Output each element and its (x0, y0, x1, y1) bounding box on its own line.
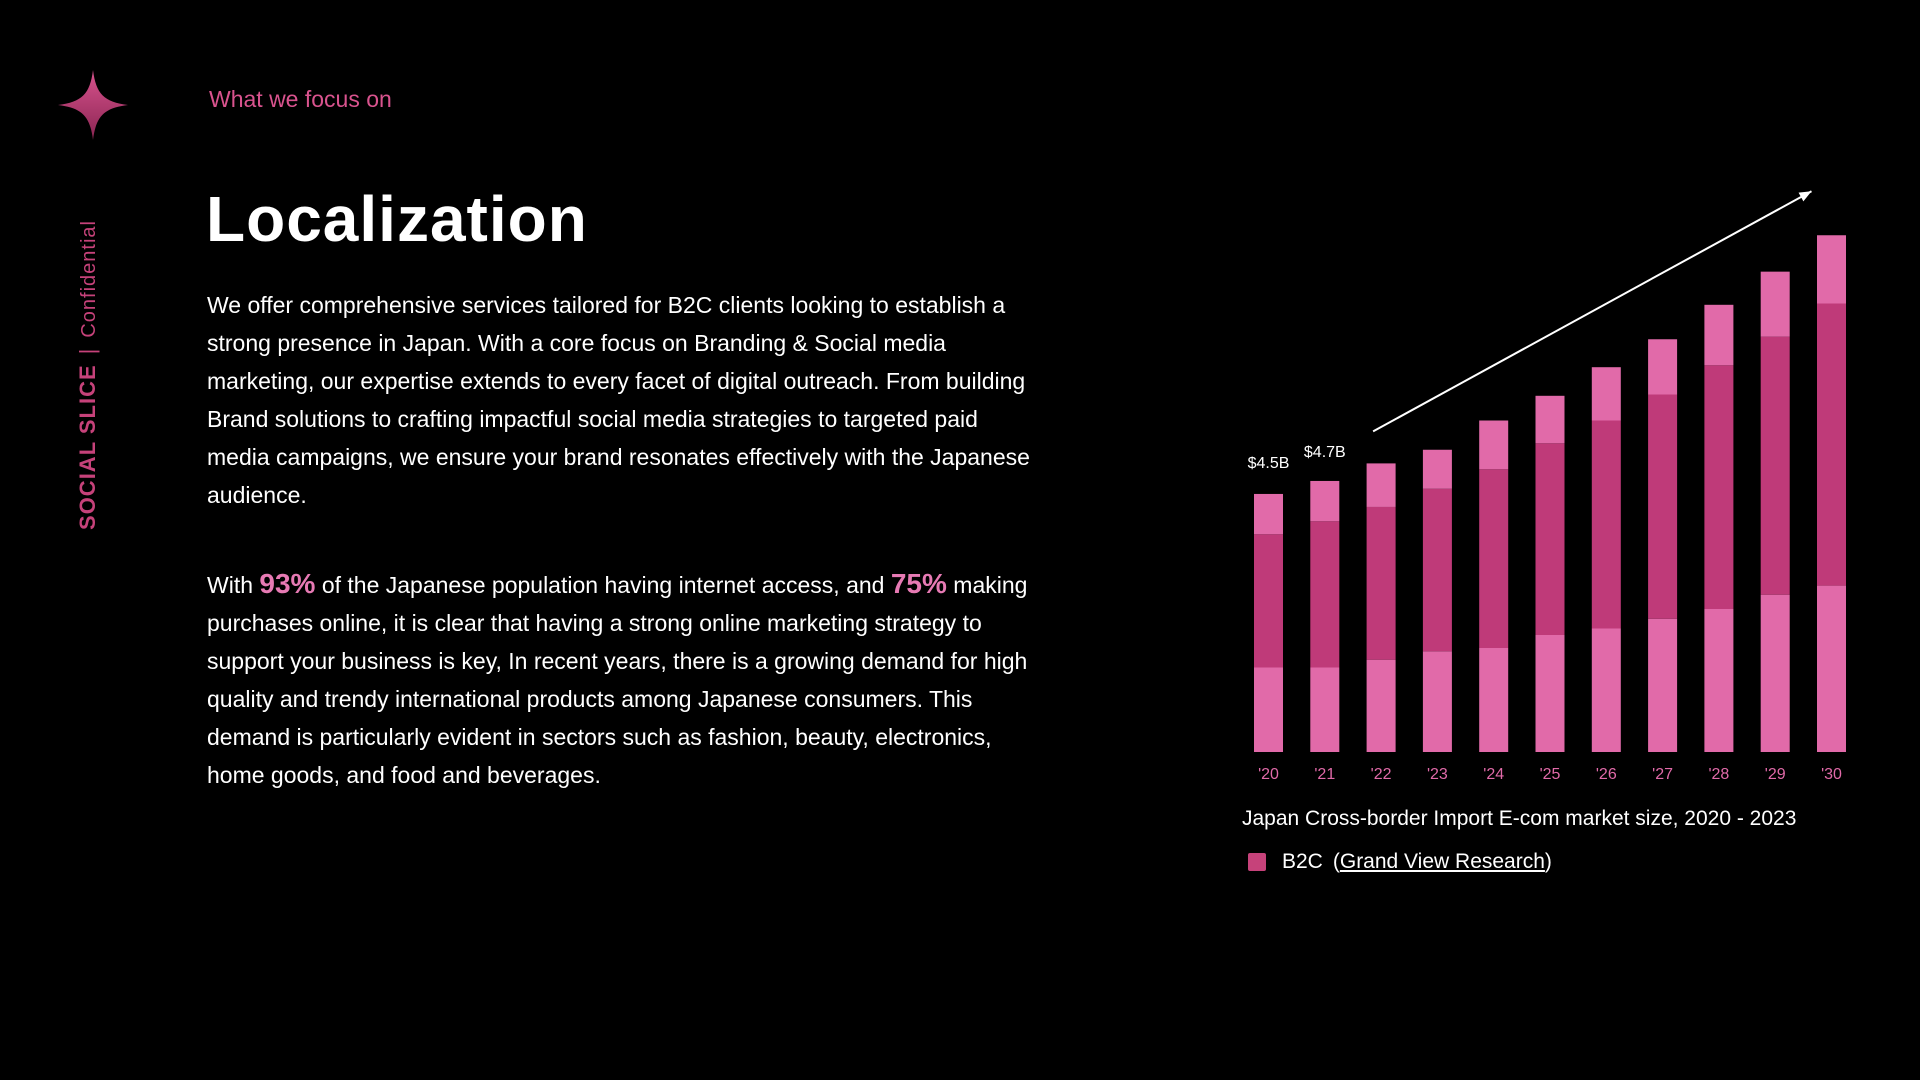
bar-bottom-8 (1704, 609, 1734, 752)
bar-top-1 (1310, 480, 1340, 522)
bar-top-10 (1817, 235, 1846, 304)
bar-top-8 (1704, 304, 1734, 366)
bar-bottom-2 (1366, 659, 1396, 752)
stats-text-post: making purchases online, it is clear tha… (207, 572, 1028, 788)
section-eyebrow: What we focus on (209, 86, 392, 112)
bar-bottom-7 (1648, 618, 1678, 752)
source-link[interactable]: Grand View Research (1339, 850, 1545, 873)
bar-data-label: $4.7B (1304, 444, 1346, 461)
x-tick-label: '25 (1540, 766, 1561, 783)
stat-internet-access: 93% (259, 568, 316, 599)
trend-arrow-line (1372, 190, 1812, 433)
legend-source: (Grand View Research) (1333, 850, 1552, 874)
x-tick-label: '29 (1765, 766, 1786, 783)
trend-arrow-head-icon (1798, 191, 1812, 202)
stat-online-purchases: 75% (890, 568, 947, 599)
stats-text-mid: of the Japanese population having intern… (315, 572, 891, 598)
bar-bottom-3 (1422, 651, 1452, 752)
x-tick-label: '21 (1314, 766, 1335, 783)
bar-top-4 (1479, 420, 1509, 470)
bar-top-7 (1648, 339, 1678, 395)
bar-top-3 (1422, 449, 1452, 489)
x-tick-label: '20 (1258, 766, 1279, 783)
bar-bottom-1 (1310, 667, 1340, 752)
bar-bottom-4 (1479, 648, 1509, 752)
x-tick-label: '22 (1371, 766, 1392, 783)
bar-bottom-10 (1817, 585, 1846, 752)
bar-bottom-6 (1591, 628, 1621, 752)
bar-middle-0 (1254, 534, 1283, 668)
source-close-paren: ) (1544, 850, 1552, 873)
x-tick-label: '23 (1427, 766, 1448, 783)
stats-paragraph: With 93% of the Japanese population havi… (207, 565, 1037, 794)
legend-label: B2C (1282, 850, 1323, 873)
bar-top-9 (1760, 271, 1790, 337)
bar-middle-5 (1535, 443, 1565, 635)
bar-bottom-9 (1760, 594, 1790, 752)
bar-middle-2 (1366, 506, 1396, 660)
legend-swatch (1248, 853, 1266, 871)
chart-caption: Japan Cross-border Import E-com market s… (1242, 807, 1797, 830)
x-tick-label: '28 (1708, 766, 1729, 783)
bar-middle-4 (1479, 469, 1509, 648)
x-tick-label: '30 (1821, 766, 1842, 783)
bar-bottom-0 (1254, 667, 1283, 752)
x-tick-label: '24 (1483, 766, 1504, 783)
stats-text-pre: With (207, 572, 260, 598)
bar-top-6 (1591, 367, 1621, 421)
bar-middle-7 (1648, 394, 1678, 619)
bar-middle-9 (1760, 336, 1790, 595)
x-tick-label: '27 (1652, 766, 1673, 783)
star-logo-icon (58, 70, 128, 140)
x-tick-label: '26 (1596, 766, 1617, 783)
bar-data-label: $4.5B (1248, 455, 1290, 472)
bar-middle-6 (1591, 420, 1621, 629)
bar-top-5 (1535, 395, 1565, 444)
page-title: Localization (206, 183, 588, 255)
bar-bottom-5 (1535, 635, 1565, 752)
chart-legend: B2C (Grand View Research) (1248, 850, 1552, 874)
bar-middle-8 (1704, 365, 1734, 609)
brand-name: SOCIAL SLICE (75, 364, 100, 530)
bar-middle-10 (1817, 303, 1846, 586)
bar-middle-1 (1310, 521, 1340, 668)
market-size-chart: '20 '21 '22 '23 '24 '25 '26 '27 '28 '29 '30 $4.5B $4… (1248, 190, 1846, 783)
bar-top-0 (1254, 493, 1283, 535)
brand-separator: | (75, 347, 100, 355)
bar-middle-3 (1422, 488, 1452, 652)
confidential-label: Confidential (78, 220, 100, 338)
bar-top-2 (1366, 463, 1396, 507)
source-open-paren: ( (1332, 850, 1340, 873)
intro-paragraph: We offer comprehensive services tailored… (207, 292, 1030, 508)
vertical-brand-text: SOCIAL SLICE | Confidential (75, 220, 101, 530)
